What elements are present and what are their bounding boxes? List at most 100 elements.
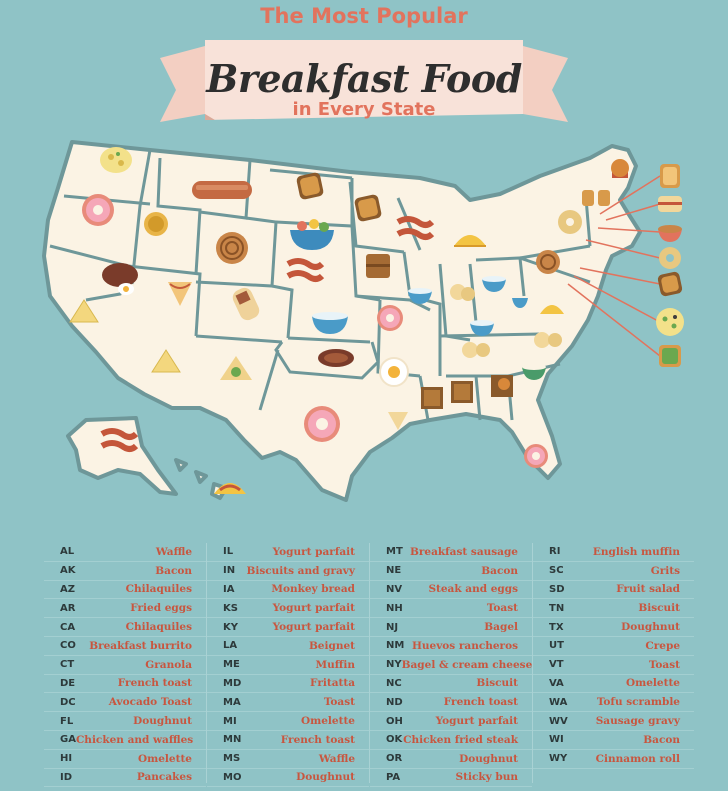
doughnut-icon [304, 406, 340, 442]
legend-row: MT Breakfast sausage [370, 543, 532, 562]
cinnamon-roll-icon [216, 232, 248, 264]
beignet-icon [388, 412, 408, 430]
state-food: Bacon [155, 564, 192, 577]
state-food: Biscuit [476, 677, 518, 690]
state-food: Chilaquiles [125, 621, 192, 634]
legend-row: AK Bacon [44, 562, 206, 581]
state-food: Fruit salad [616, 583, 680, 596]
bagel-icon [659, 247, 681, 269]
state-abbr: MT [386, 546, 403, 558]
state-abbr: KS [223, 602, 238, 614]
legend-row: ND French toast [370, 693, 532, 713]
state-food: Bagel [484, 621, 518, 634]
legend-row: SD Fruit salad [533, 581, 694, 600]
state-food: Breakfast burrito [89, 639, 192, 652]
state-abbr: FL [60, 715, 74, 727]
state-food: Yogurt parfait [272, 621, 355, 634]
state-abbr: NH [386, 602, 403, 614]
ribbon-graphic [160, 40, 568, 122]
state-food: French toast [280, 733, 355, 746]
omelette-icon [540, 305, 564, 314]
legend-row: CA Chilaquiles [44, 618, 206, 637]
state-abbr: NM [386, 640, 405, 652]
legend-row: WV Sausage gravy [533, 712, 694, 731]
french-toast-icon [354, 194, 382, 222]
state-food: Doughnut [621, 621, 680, 634]
waffle-icon [451, 381, 473, 403]
state-abbr: WI [549, 734, 564, 746]
food-icons [69, 147, 629, 494]
state-abbr: CT [60, 659, 75, 671]
state-abbr: RI [549, 546, 561, 558]
chicken-waffles-icon [491, 375, 513, 397]
steak-eggs-icon [102, 263, 138, 295]
state-food: Monkey bread [271, 583, 355, 596]
burrito-icon [232, 287, 260, 321]
state-abbr: AR [60, 602, 76, 614]
legend-row: HI Omelette [44, 750, 206, 769]
state-abbr: NY [386, 659, 402, 671]
biscuits-gravy-icon [450, 284, 475, 301]
legend-row: KS Yogurt parfait [207, 599, 369, 619]
legend-row: WI Bacon [533, 731, 694, 750]
state-abbr: OH [386, 715, 403, 727]
state-abbr: NC [386, 677, 402, 689]
legend-row: NC Biscuit [370, 675, 532, 694]
title-line1: The Most Popular [260, 4, 468, 28]
legend-row: ID Pancakes [44, 769, 206, 788]
legend-row: MO Doughnut [207, 769, 369, 788]
state-food: Chicken fried steak [403, 733, 518, 746]
legend-row: IN Biscuits and gravy [207, 562, 369, 581]
state-abbr: DE [60, 677, 76, 689]
legend-column: IL Yogurt parfait IN Biscuits and gravy IA Mo… [206, 543, 369, 788]
yogurt-bowl-icon [470, 320, 494, 336]
legend-row: MD Fritatta [207, 675, 369, 694]
chilaquiles-icon [69, 299, 99, 323]
state-food: Steak and eggs [428, 583, 518, 596]
state-abbr: KY [223, 621, 238, 633]
legend-row: GA Chicken and waffles [44, 731, 206, 750]
french-toast-icon [657, 271, 683, 297]
doughnut-icon [377, 305, 403, 331]
legend-row: IL Yogurt parfait [207, 543, 369, 562]
legend-row: IA Monkey bread [207, 581, 369, 600]
sausage-icon [192, 181, 252, 199]
doughnut-icon [524, 444, 548, 468]
granola-icon [658, 225, 682, 242]
state-food: Omelette [301, 715, 355, 728]
state-abbr: MI [223, 715, 237, 727]
state-food: Tofu scramble [596, 696, 680, 709]
state-abbr: NE [386, 565, 402, 577]
state-abbr: WV [549, 715, 568, 727]
yogurt-bowl-icon [408, 288, 432, 304]
state-food: Doughnut [133, 715, 192, 728]
state-food: Beignet [308, 639, 355, 652]
state-food: Fritatta [310, 677, 355, 690]
state-food: Huevos rancheros [411, 639, 518, 652]
state-food: Biscuits and gravy [246, 564, 355, 577]
state-abbr: NV [386, 583, 403, 595]
state-food: Crepe [645, 639, 680, 652]
state-food: Omelette [138, 752, 192, 765]
state-food: Omelette [626, 677, 680, 690]
map-land-alaska [66, 416, 178, 496]
crepe-icon [168, 282, 192, 306]
legend-row: NY Bagel & cream cheese [370, 656, 532, 675]
state-food: Cinnamon roll [595, 752, 680, 765]
state-abbr: CA [60, 621, 76, 633]
state-food: Sausage gravy [595, 715, 680, 728]
legend-column: MT Breakfast sausage NE Bacon NV Steak and eg… [369, 543, 532, 788]
state-abbr: IN [223, 565, 236, 577]
legend-row: PA Sticky bun [370, 769, 532, 788]
state-food: Chicken and waffles [75, 733, 194, 746]
state-abbr: ID [60, 771, 73, 783]
state-abbr: PA [386, 771, 401, 783]
state-abbr: TX [549, 621, 564, 633]
omelette-icon [454, 235, 486, 247]
state-food: Doughnut [459, 752, 518, 765]
state-abbr: HI [60, 753, 73, 765]
yogurt-bowl-icon [482, 276, 506, 292]
title-line3: in Every State [292, 99, 436, 120]
waffle-icon [421, 387, 443, 409]
legend-row: ME Muffin [207, 656, 369, 675]
